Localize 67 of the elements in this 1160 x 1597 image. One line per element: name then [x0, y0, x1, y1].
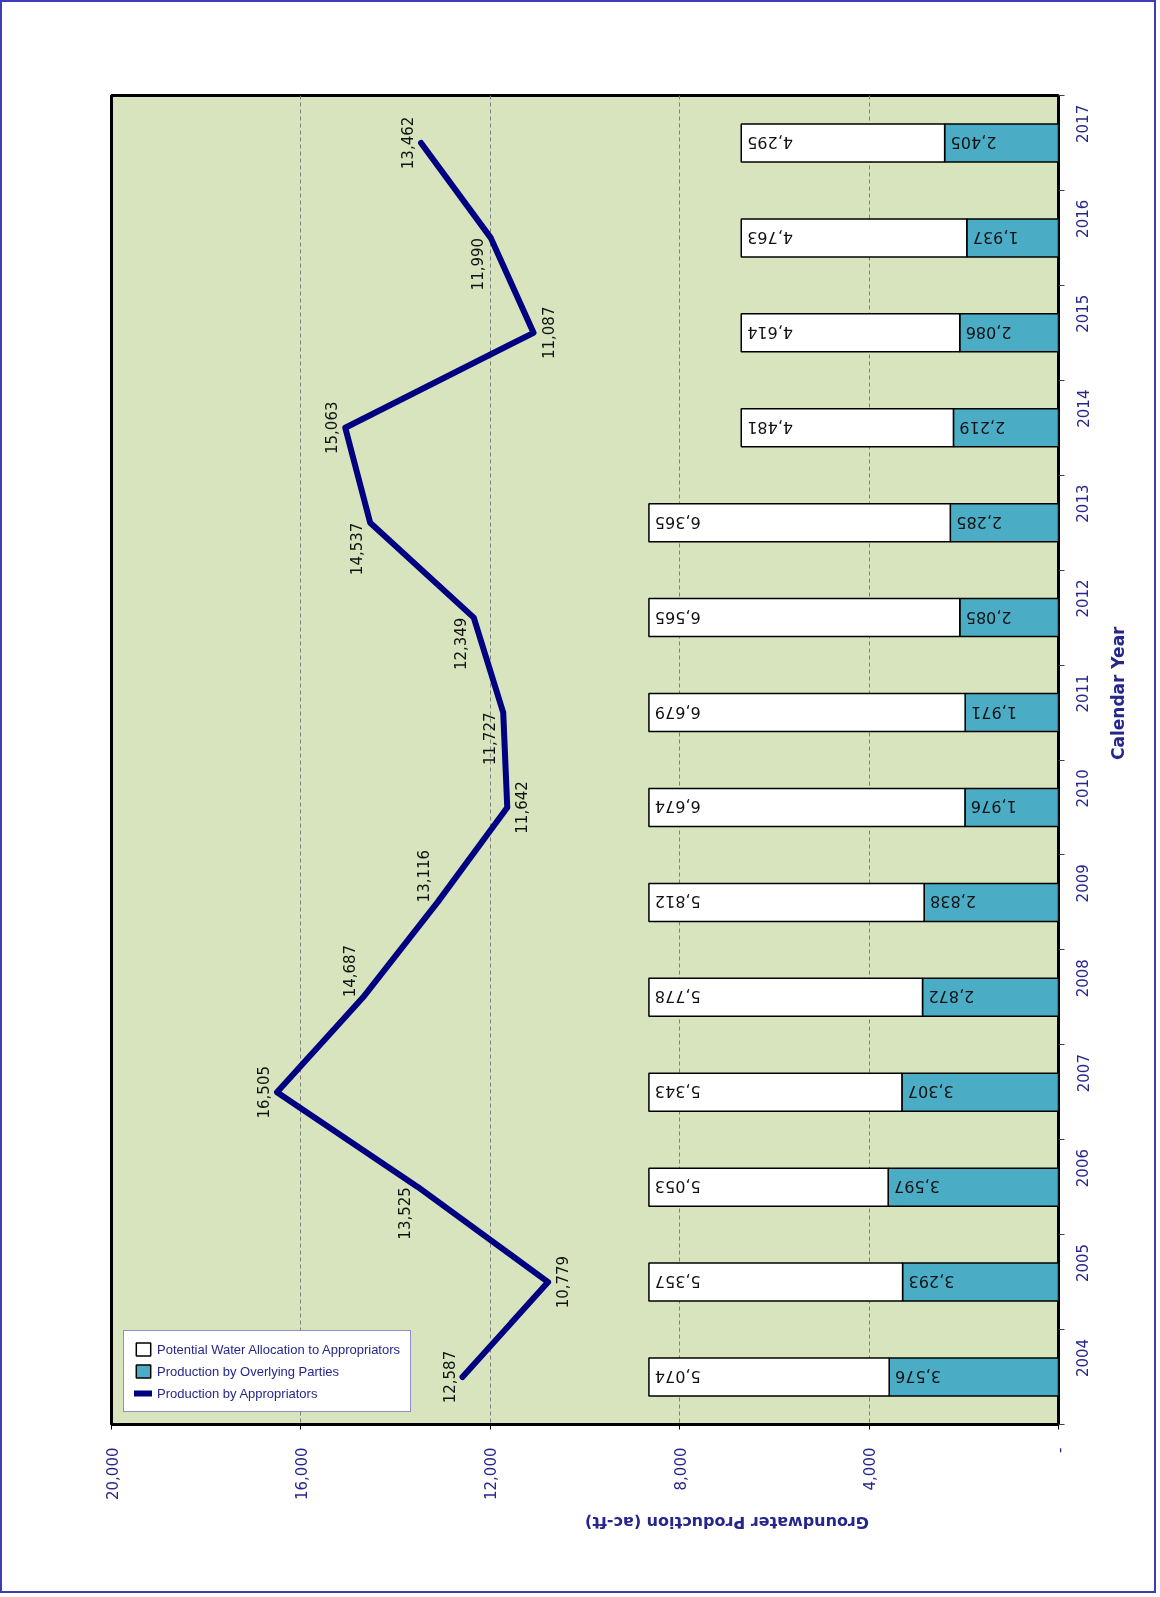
y-tick-label: 2008	[1074, 959, 1093, 998]
x-tick-label: 4,000	[861, 1447, 880, 1491]
data-label: 15,063	[323, 401, 342, 454]
x-tick-label: -	[1050, 1447, 1069, 1453]
data-label: 2,085	[965, 607, 1012, 627]
data-label: 4,614	[747, 322, 794, 342]
data-label: 2,086	[965, 322, 1012, 342]
x-tick-label: 16,000	[292, 1447, 311, 1500]
data-label: 11,642	[513, 781, 532, 834]
legend-label: Production by Overlying Parties	[157, 1363, 340, 1379]
x-tick-label: 12,000	[482, 1447, 501, 1500]
data-label: 14,687	[341, 944, 360, 998]
x-tick-label: 20,000	[103, 1447, 122, 1500]
x-tick-label: 8,000	[671, 1447, 690, 1491]
data-label: 6,679	[654, 702, 701, 722]
data-label: 16,505	[254, 1065, 273, 1119]
data-label: 12,587	[440, 1350, 459, 1404]
data-label: 5,053	[654, 1177, 701, 1197]
data-label: 6,565	[654, 607, 701, 627]
data-label: 10,779	[554, 1255, 573, 1309]
data-label: 11,990	[468, 237, 487, 291]
data-label: 4,481	[747, 417, 794, 437]
y-tick-label: 2011	[1074, 674, 1093, 713]
data-label: 5,343	[654, 1082, 701, 1102]
data-label: 4,763	[747, 227, 794, 247]
data-label: 2,405	[950, 132, 997, 152]
y-tick-label: 2014	[1074, 389, 1093, 428]
data-label: 6,365	[654, 512, 701, 532]
data-label: 3,597	[894, 1177, 940, 1197]
data-label: 3,293	[908, 1272, 955, 1292]
data-label: 12,349	[451, 617, 470, 671]
y-tick-label: 2005	[1074, 1243, 1093, 1283]
y-axis-title: Calendar Year	[1107, 625, 1128, 760]
data-label: 11,087	[539, 306, 558, 360]
data-label: 3,307	[907, 1082, 954, 1102]
data-label: 1,937	[972, 227, 1019, 247]
data-label: 3,576	[895, 1367, 941, 1387]
data-label: 14,537	[348, 522, 367, 576]
y-tick-label: 2009	[1074, 864, 1093, 903]
data-label: 13,525	[396, 1187, 415, 1240]
y-tick-label: 2010	[1074, 769, 1093, 808]
legend-label: Potential Water Allocation to Appropriators	[157, 1341, 401, 1357]
y-tick-label: 2017	[1074, 104, 1093, 143]
y-tick-label: 2013	[1074, 484, 1093, 523]
data-label: 13,462	[399, 116, 418, 170]
data-label: 11,727	[481, 712, 500, 766]
y-tick-label: 2004	[1074, 1338, 1093, 1378]
data-label: 1,976	[970, 797, 1017, 817]
data-label: 6,674	[654, 797, 701, 817]
data-label: 2,219	[959, 417, 1006, 437]
data-label: 2,285	[956, 512, 1003, 532]
legend-label: Production by Appropriators	[157, 1385, 318, 1401]
data-label: 2,872	[928, 987, 975, 1007]
data-label: 1,971	[971, 702, 1017, 722]
x-axis-title: Groundwater Production (ac-ft)	[585, 1513, 869, 1533]
data-label: 5,074	[654, 1367, 701, 1387]
data-label: 5,778	[654, 987, 701, 1007]
data-label: 4,295	[747, 132, 794, 152]
y-tick-label: 2006	[1074, 1148, 1093, 1188]
y-tick-label: 2016	[1074, 199, 1093, 238]
y-tick-label: 2015	[1074, 294, 1093, 333]
data-label: 13,116	[415, 849, 434, 903]
data-label: 5,812	[654, 892, 701, 912]
y-tick-label: 2012	[1074, 579, 1093, 618]
data-label: 2,838	[930, 892, 976, 912]
data-label: 5,357	[654, 1272, 701, 1292]
y-tick-label: 2007	[1074, 1054, 1093, 1093]
